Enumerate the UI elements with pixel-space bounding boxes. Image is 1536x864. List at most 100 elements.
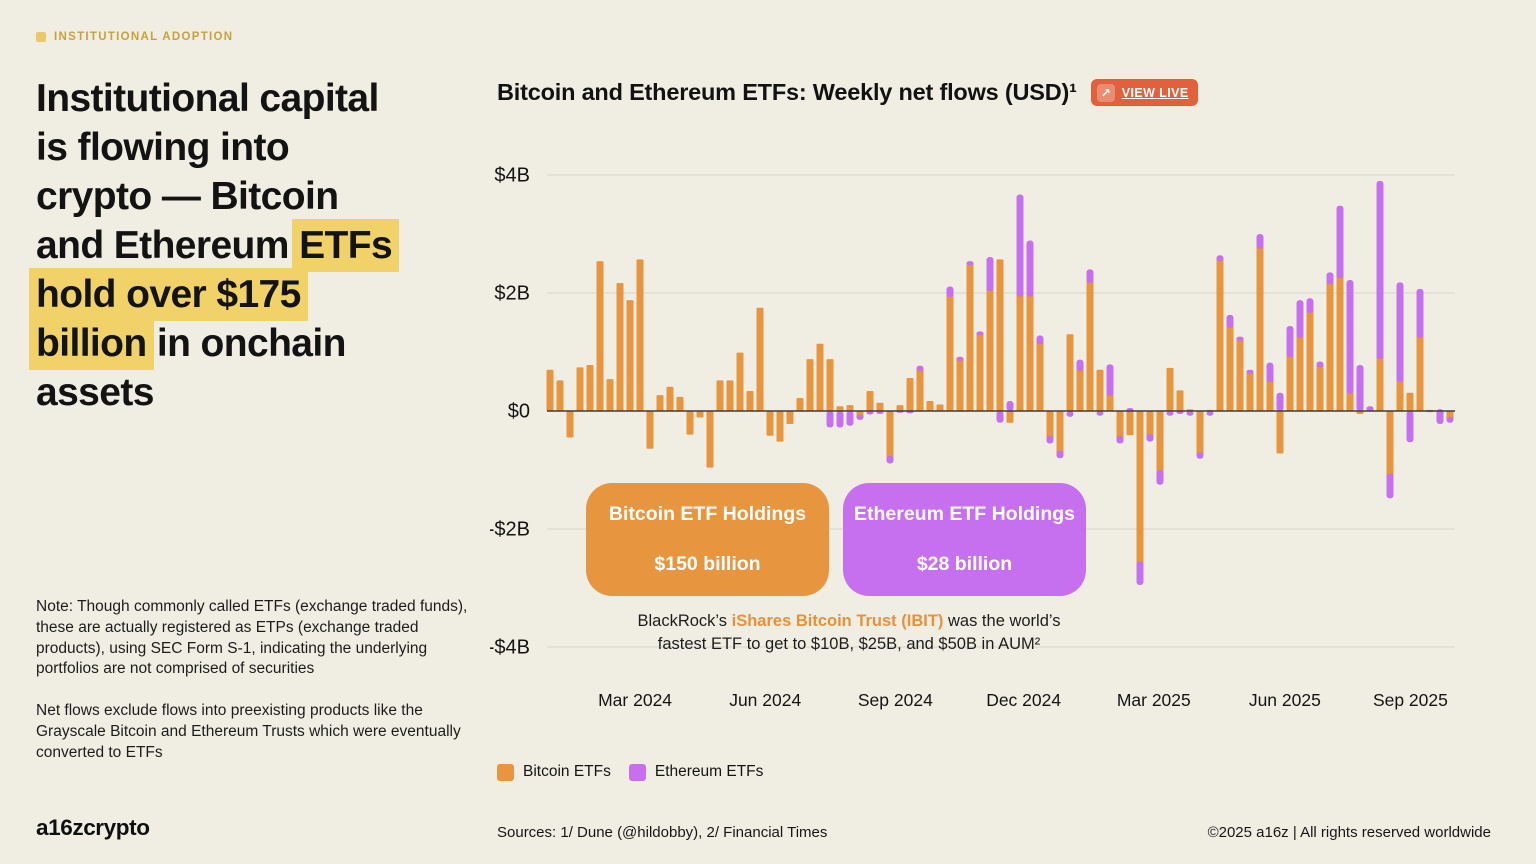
bar-ethereum-week-28 [826, 411, 834, 428]
legend-ethereum-label: Ethereum ETFs [654, 763, 764, 780]
x-axis-tick-label: Mar 2025 [1117, 690, 1191, 710]
y-axis-tick-label: -$2B [490, 519, 530, 541]
bar-bitcoin-week-26 [806, 359, 814, 411]
bar-bitcoin-week-60 [1146, 411, 1154, 437]
bar-ethereum-week-66 [1206, 411, 1214, 416]
bar-ethereum-week-49 [1036, 335, 1044, 345]
x-axis-tick-label: Jun 2025 [1249, 690, 1321, 710]
bar-bitcoin-week-46 [1006, 411, 1014, 423]
heading-line: hold over $175 [29, 268, 392, 321]
bar-bitcoin-week-14 [686, 411, 694, 435]
chart-title: Bitcoin and Ethereum ETFs: Weekly net fl… [497, 79, 1077, 105]
view-live-button[interactable]: ↗ VIEW LIVE [1090, 79, 1198, 106]
heading-line: crypto — Bitcoin [36, 175, 339, 218]
weekly-net-flows-chart: $4B $2B $0 -$2B -$4B Mar 2024 Jun 2024 Sep 2024… [490, 165, 1455, 710]
bar-bitcoin-week-44 [986, 288, 994, 411]
annotation-pre: BlackRock’s [637, 612, 732, 630]
bar-bitcoin-week-34 [886, 411, 894, 459]
bar-ethereum-week-48 [1026, 240, 1034, 297]
bar-bitcoin-week-69 [1236, 337, 1244, 411]
bar-ethereum-week-74 [1286, 326, 1294, 358]
chart-title-row: Bitcoin and Ethereum ETFs: Weekly net fl… [497, 79, 1198, 106]
bar-bitcoin-week-67 [1216, 258, 1224, 411]
bar-bitcoin-week-9 [636, 259, 644, 411]
bar-bitcoin-week-73 [1276, 411, 1284, 454]
chart-legend: Bitcoin ETFs Ethereum ETFs [497, 763, 763, 781]
bar-ethereum-week-44 [986, 257, 994, 292]
bar-ethereum-week-32 [866, 411, 874, 415]
bar-ethereum-week-42 [966, 261, 974, 266]
bar-ethereum-week-62 [1166, 411, 1174, 416]
bar-bitcoin-week-74 [1286, 354, 1294, 411]
bar-bitcoin-week-42 [966, 262, 974, 411]
annotation-post: was the world’s [943, 612, 1061, 630]
bar-bitcoin-week-5 [596, 261, 604, 411]
bar-ethereum-week-87 [1416, 288, 1424, 338]
bar-bitcoin-week-71 [1256, 245, 1264, 411]
bar-bitcoin-week-4 [586, 364, 594, 411]
bar-ethereum-week-65 [1196, 452, 1204, 459]
bar-bitcoin-week-15 [696, 411, 704, 418]
bar-bitcoin-week-27 [816, 343, 824, 411]
annotation-line2: fastest ETF to get to $10B, $25B, and $5… [657, 634, 1041, 653]
bar-bitcoin-week-29 [836, 406, 844, 411]
bar-ethereum-week-29 [836, 411, 844, 428]
bar-bitcoin-week-2 [566, 411, 574, 438]
y-axis-tick-label: $0 [508, 401, 530, 423]
bar-bitcoin-week-83 [1376, 356, 1384, 411]
bar-ethereum-week-47 [1016, 194, 1024, 297]
bar-ethereum-week-90 [1446, 416, 1454, 423]
bar-bitcoin-week-54 [1086, 280, 1094, 411]
bar-bitcoin-week-55 [1096, 369, 1104, 411]
x-axis-tick-label: Sep 2025 [1373, 690, 1448, 710]
a16zcrypto-logo: a16zcrypto [36, 815, 150, 840]
bar-ethereum-week-85 [1396, 282, 1404, 383]
bar-ethereum-week-78 [1326, 272, 1334, 285]
bar-bitcoin-week-6 [606, 379, 614, 411]
eyebrow: INSTITUTIONAL ADOPTION [36, 31, 233, 43]
heading-line: billion in onchain [29, 317, 392, 370]
heading-line: and Ethereum ETFs [36, 219, 400, 272]
bar-bitcoin-week-45 [996, 259, 1004, 411]
bar-ethereum-week-46 [1006, 400, 1014, 411]
bar-ethereum-week-79 [1336, 205, 1344, 279]
bar-bitcoin-week-62 [1166, 367, 1174, 411]
bar-ethereum-week-61 [1156, 469, 1164, 485]
bar-bitcoin-week-24 [786, 411, 794, 424]
eyebrow-square-icon [36, 32, 46, 42]
bar-ethereum-week-57 [1116, 435, 1124, 444]
bar-bitcoin-week-43 [976, 332, 984, 411]
bar-bitcoin-week-77 [1316, 364, 1324, 411]
x-axis-tick-label: Sep 2024 [858, 690, 933, 710]
bar-ethereum-week-52 [1066, 411, 1074, 417]
bar-bitcoin-week-59 [1136, 411, 1144, 565]
bar-bitcoin-week-65 [1196, 411, 1204, 456]
bar-bitcoin-week-50 [1046, 411, 1054, 439]
bar-bitcoin-week-40 [946, 294, 954, 411]
bar-ethereum-week-50 [1046, 435, 1054, 444]
bar-ethereum-week-60 [1146, 433, 1154, 442]
bar-bitcoin-week-12 [666, 386, 674, 411]
bar-bitcoin-week-39 [936, 404, 944, 411]
note-paragraph-1: Note: Though commonly called ETFs (excha… [36, 598, 468, 678]
bar-ethereum-week-75 [1296, 300, 1304, 338]
y-axis-tick-label: -$4B [490, 637, 530, 659]
bar-bitcoin-week-87 [1416, 334, 1424, 411]
bar-ethereum-week-73 [1276, 392, 1284, 411]
bar-bitcoin-week-84 [1386, 411, 1394, 477]
external-link-arrow-icon: ↗ [1096, 83, 1115, 102]
bar-bitcoin-week-85 [1396, 379, 1404, 411]
bar-bitcoin-week-7 [616, 282, 624, 411]
bar-bitcoin-week-33 [876, 402, 884, 411]
ibit-annotation: BlackRock’s iShares Bitcoin Trust (IBIT)… [593, 610, 1105, 655]
sources-text: Sources: 1/ Dune (@hildobby), 2/ Financi… [497, 824, 828, 841]
bar-bitcoin-week-68 [1226, 324, 1234, 411]
ethereum-holdings-callout: Ethereum ETF Holdings $28 billion [843, 483, 1086, 596]
bar-bitcoin-week-47 [1016, 293, 1024, 411]
bar-ethereum-week-71 [1256, 234, 1264, 249]
bitcoin-holdings-callout: Bitcoin ETF Holdings $150 billion [586, 483, 829, 596]
bar-bitcoin-week-57 [1116, 411, 1124, 439]
bar-bitcoin-week-10 [646, 411, 654, 449]
bar-ethereum-week-53 [1076, 359, 1084, 371]
bar-bitcoin-week-19 [736, 352, 744, 411]
